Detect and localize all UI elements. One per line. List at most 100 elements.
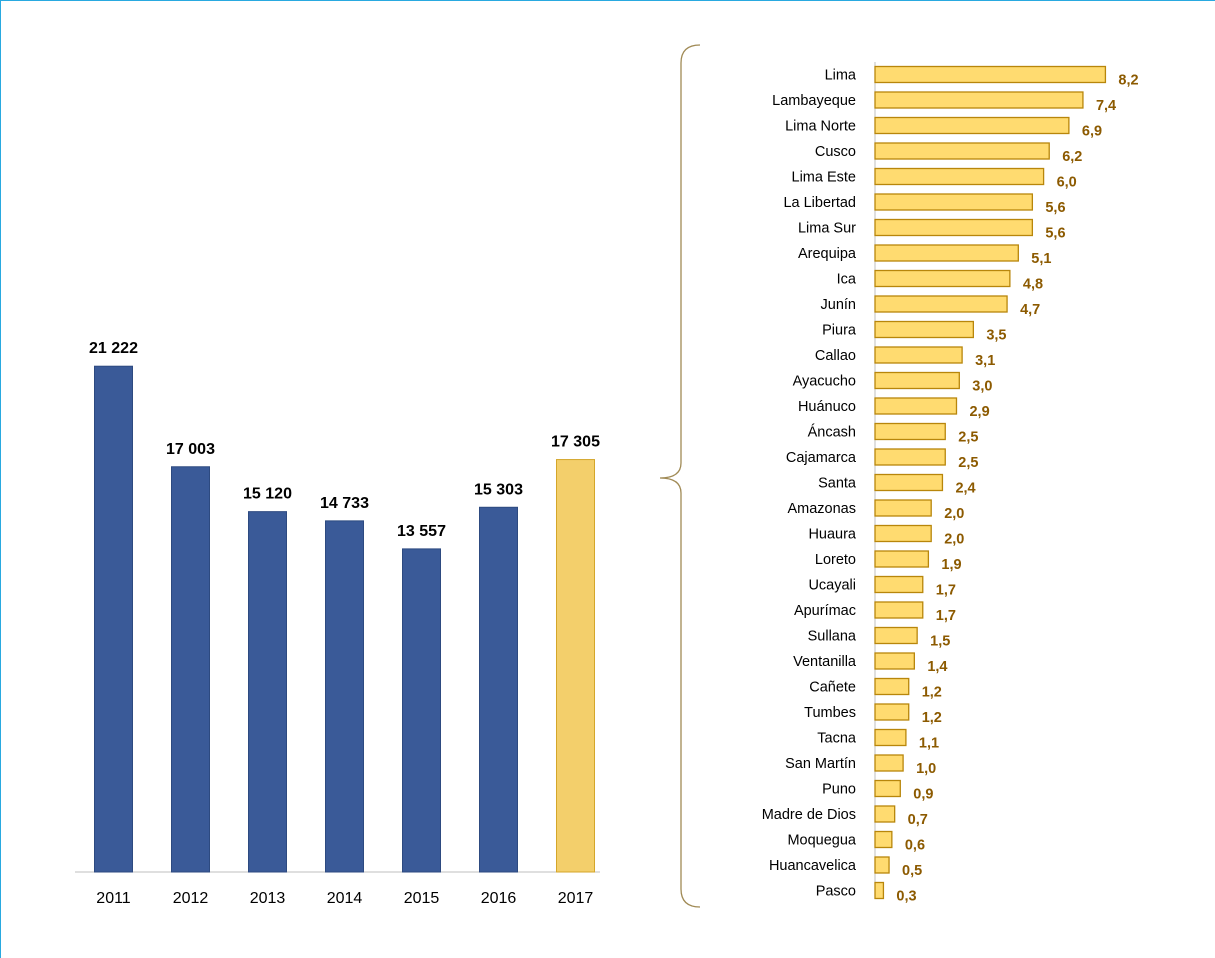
bar-2012 (171, 466, 210, 873)
region-label: Moquegua (787, 833, 856, 849)
region-value-label: 5,6 (1045, 200, 1065, 216)
bar-value-label: 17 305 (551, 434, 600, 451)
region-bar (874, 91, 1084, 109)
region-value-label: 0,5 (902, 863, 922, 879)
region-label: Cajamarca (786, 450, 857, 466)
region-bar (874, 805, 896, 823)
region-bar (874, 703, 910, 721)
region-value-label: 6,2 (1062, 149, 1082, 165)
region-label: Ica (837, 272, 857, 288)
region-value-label: 6,9 (1082, 124, 1102, 140)
region-bar (874, 499, 932, 517)
region-value-label: 1,2 (922, 710, 942, 726)
region-label: Sullana (808, 629, 857, 645)
region-value-label: 2,0 (944, 506, 964, 522)
region-value-label: 1,5 (930, 634, 950, 650)
region-value-label: 1,1 (919, 736, 939, 752)
yearly-bar-chart: 21 222 2011 17 003 2012 15 120 2013 14 733 2014… (75, 340, 600, 907)
region-bar (874, 830, 893, 849)
region-bar (874, 448, 946, 466)
region-value-label: 0,7 (908, 812, 928, 828)
region-label: Tumbes (804, 705, 856, 721)
region-bar (874, 244, 1019, 262)
region-label: Madre de Dios (762, 807, 856, 823)
region-bar (874, 397, 958, 415)
region-value-label: 2,5 (958, 430, 978, 446)
region-bar (874, 856, 890, 874)
region-bar (874, 295, 1008, 313)
x-tick-label: 2017 (558, 890, 594, 907)
region-label: Lima Este (792, 170, 856, 186)
region-value-label: 3,5 (986, 328, 1006, 344)
region-value-label: 1,2 (922, 685, 942, 701)
bar-value-label: 15 303 (474, 481, 523, 498)
bar-value-label: 15 120 (243, 486, 292, 503)
region-bar (874, 346, 963, 364)
region-bars: Lima 8,2 Lambayeque 7,4 Lima Norte 6,9 Cusco 6,… (762, 65, 1139, 905)
region-bar (874, 116, 1070, 135)
region-bar (874, 575, 924, 594)
region-bar (874, 754, 904, 772)
region-label: Lima Sur (798, 221, 856, 237)
bar-value-label: 14 733 (320, 495, 369, 512)
region-label: Puno (822, 782, 856, 798)
bar-2016 (479, 506, 518, 873)
region-label: Amazonas (787, 501, 856, 517)
region-value-label: 3,1 (975, 353, 995, 369)
region-value-label: 7,4 (1096, 98, 1116, 114)
brace-connector (659, 44, 701, 908)
x-tick-label: 2011 (96, 890, 131, 907)
region-bar (874, 193, 1034, 211)
region-label: Tacna (817, 731, 857, 747)
region-value-label: 4,8 (1023, 277, 1043, 293)
region-value-label: 1,7 (936, 608, 956, 624)
region-value-label: 1,4 (927, 659, 947, 675)
region-bar (874, 371, 960, 390)
region-bar (874, 218, 1034, 237)
region-value-label: 1,7 (936, 583, 956, 599)
x-tick-label: 2015 (404, 890, 440, 907)
region-label: Huaura (808, 527, 856, 543)
region-value-label: 6,0 (1057, 175, 1077, 191)
region-label: Cusco (815, 144, 856, 160)
bar-value-label: 13 557 (397, 523, 446, 540)
region-label: Apurímac (794, 603, 856, 619)
region-label: Callao (815, 348, 856, 364)
region-label: Áncash (808, 424, 856, 441)
x-tick-label: 2014 (327, 890, 363, 907)
bar-2011 (94, 365, 133, 873)
bar-2015 (402, 548, 441, 873)
region-label: Pasco (816, 884, 856, 900)
region-value-label: 0,9 (913, 787, 933, 803)
region-label: San Martín (785, 756, 856, 772)
region-bar (874, 601, 924, 619)
region-label: Lima Norte (785, 119, 856, 135)
region-bar-chart: Lima 8,2 Lambayeque 7,4 Lima Norte 6,9 Cusco 6,… (762, 62, 1139, 905)
region-value-label: 2,9 (969, 404, 989, 420)
region-label: La Libertad (783, 195, 856, 211)
yearly-bars: 21 222 2011 17 003 2012 15 120 2013 14 733 2014… (89, 340, 600, 907)
region-label: Arequipa (798, 246, 857, 262)
bar-value-label: 17 003 (166, 441, 215, 458)
region-label: Huancavelica (769, 858, 857, 874)
region-value-label: 2,4 (955, 481, 975, 497)
region-bar (874, 652, 915, 670)
region-label: Huánuco (798, 399, 856, 415)
region-value-label: 2,0 (944, 532, 964, 548)
region-bar (874, 728, 907, 747)
region-value-label: 1,0 (916, 761, 936, 777)
region-label: Lima (825, 68, 857, 84)
region-bar (874, 881, 885, 900)
region-bar (874, 422, 946, 441)
region-label: Cañete (809, 680, 856, 696)
region-value-label: 5,6 (1045, 226, 1065, 242)
region-bar (874, 320, 974, 339)
region-bar (874, 167, 1045, 186)
bar-value-label: 21 222 (89, 340, 138, 357)
region-bar (874, 142, 1050, 160)
x-tick-label: 2016 (481, 890, 517, 907)
bar-2013 (248, 511, 287, 873)
region-value-label: 4,7 (1020, 302, 1040, 318)
